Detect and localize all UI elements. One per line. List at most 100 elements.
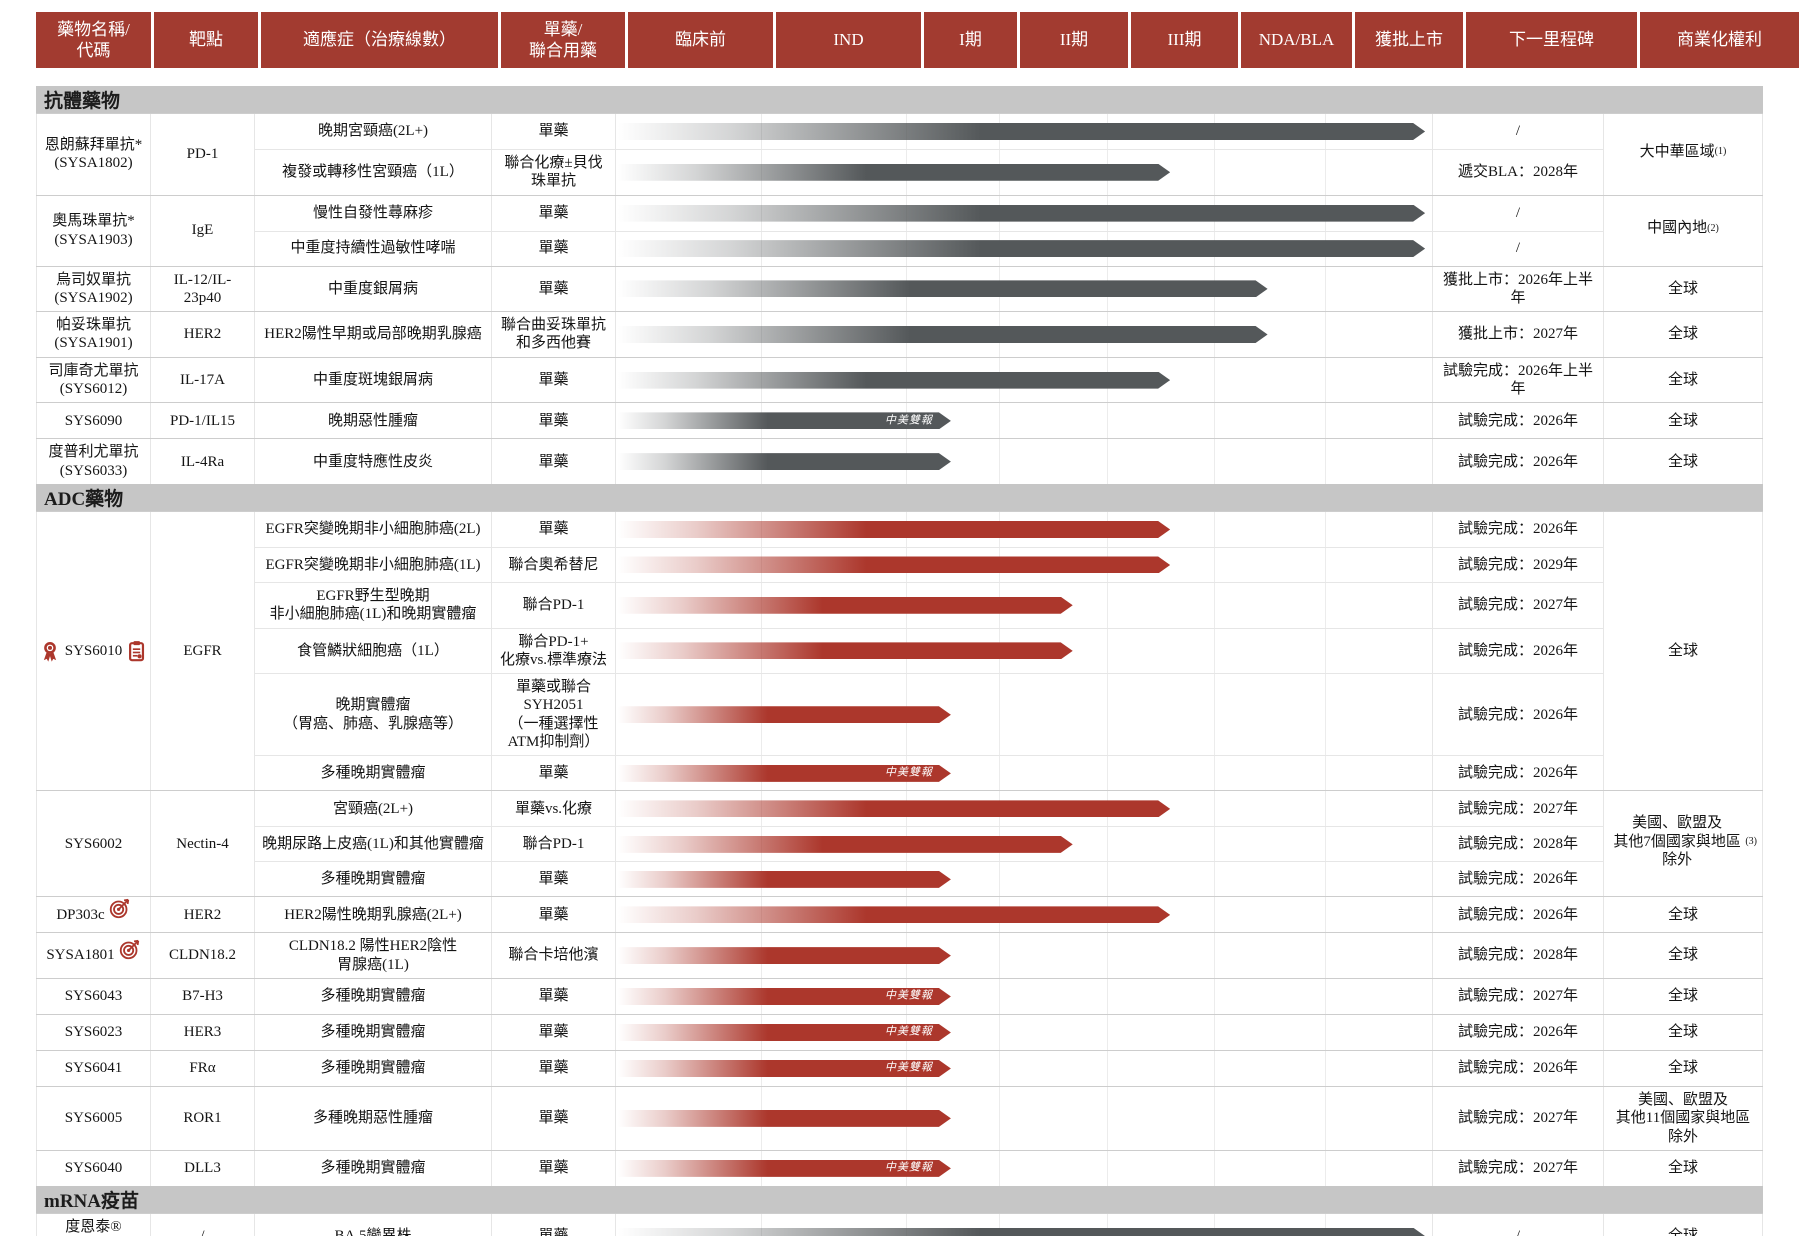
drug-name: 帕妥珠單抗 (SYSA1901) [54,317,133,352]
section-header: ADC藥物 [36,483,1763,511]
drug-name: 度普利尤單抗 (SYS6033) [48,444,139,479]
combo-cell: 單藥 [492,1014,616,1050]
section-header: 抗體藥物 [36,86,1763,113]
drug-name: SYS6040 [64,1160,123,1177]
drug-name-line: 恩朗蘇拜單抗* (SYSA1802) [45,136,143,173]
drug-name-line: SYS6010 [39,640,149,662]
pipeline-row-group: SYSA1801 CLDN18.2 全球 CLDN18.2 陽性HER2陰性 胃腺癌(… [36,932,1763,978]
bar-label: 中美雙報 [884,766,933,779]
target-cell: EGFR [151,511,255,791]
combo-cell: 單藥或聯合 SYH2051 （一種選擇性 ATM抑制劑） [492,673,616,756]
bar-label: 中美雙報 [884,1025,933,1038]
target-cell: IgE [151,195,255,266]
combo-cell: 單藥 [492,1050,616,1086]
bar-cell: 中美雙報 [616,978,1433,1014]
pipeline-body: 抗體藥物 恩朗蘇拜單抗* (SYSA1802) PD-1 大中華區域 (1) 晚期宮頸癌(… [36,86,1763,1236]
rights-cell: 全球 [1604,1014,1763,1050]
bar-cell [616,627,1433,674]
drug-name: SYS6005 [64,1110,123,1127]
progress-bar: 中美雙報 [618,765,951,782]
target-cell: IL-4Ra [151,439,255,484]
indication-cell: HER2陽性早期或局部晚期乳腺癌 [255,312,492,357]
rights-text: 全球 [1667,947,1698,964]
drug-name-line: SYS6090 [65,412,123,430]
drug-name: 恩朗蘇拜單抗* (SYSA1802) [44,137,143,172]
bar-cell: 中美雙報 [616,403,1433,439]
bar-cell [616,546,1433,582]
header-cell: 商業化權利 [1640,12,1799,68]
combo-cell: 單藥 [492,1086,616,1150]
bar-cell [616,933,1433,978]
drug-cell: 奧馬珠單抗* (SYSA1903) [36,195,151,266]
rights-cell: 全球 [1604,312,1763,357]
rights-cell: 中國內地 (2) [1604,195,1763,266]
rights-cell: 全球 [1604,897,1763,933]
target-cell: DLL3 [151,1150,255,1186]
drug-cell: 恩朗蘇拜單抗* (SYSA1802) [36,114,151,195]
indication-cell: 晚期惡性腫瘤 [255,403,492,439]
pipeline-row-group: 恩朗蘇拜單抗* (SYSA1802) PD-1 大中華區域 (1) 晚期宮頸癌(2L+)… [36,113,1763,195]
milestone-cell: 試驗完成：2027年 [1433,581,1604,628]
combo-cell: 單藥 [492,755,616,791]
milestone-cell: 試驗完成：2026年 [1433,1050,1604,1086]
combo-cell: 聯合PD-1 [492,826,616,862]
progress-bar [618,836,1073,853]
milestone-cell: / [1433,230,1604,266]
target-cell: FRα [151,1050,255,1086]
rights-cell: 全球 [1604,1050,1763,1086]
drug-name-line: 度普利尤單抗 (SYS6033) [48,443,138,480]
target-cell: Nectin-4 [151,791,255,897]
milestone-cell: 獲批上市：2026年上半年 [1433,266,1604,312]
combo-cell: 單藥 [492,439,616,484]
progress-bar: 中美雙報 [618,412,951,429]
progress-bar [618,280,1268,297]
progress-bar: 中美雙報 [618,1060,951,1077]
milestone-cell: 試驗完成：2027年 [1433,978,1604,1014]
pipeline-row-group: SYS6010 EGFR 全球 EGFR突變晚期非小細胞肺癌(2L) 單藥 試驗完成：20… [36,510,1763,791]
milestone-cell: / [1433,114,1604,149]
combo-cell: 單藥 [492,511,616,547]
drug-name-line: SYS6040 [65,1159,123,1177]
progress-bar [618,1228,1425,1236]
drug-name-line: 奧馬珠單抗* (SYSA1903) [52,212,135,249]
milestone-cell: 試驗完成：2027年 [1433,791,1604,827]
bar-cell [616,230,1433,266]
indication-cell: 多種晚期實體瘤 [255,1014,492,1050]
bar-cell [616,673,1433,756]
section-title: ADC藥物 [44,488,124,510]
combo-cell: 單藥 [492,861,616,897]
drug-cell: 司庫奇尤單抗 (SYS6012) [36,357,151,403]
pipeline-row-group: SYS6040 DLL3 全球 多種晚期實體瘤 單藥 中美雙報 試驗完成：2027年 [36,1149,1763,1186]
drug-cell: SYS6002 [36,791,151,897]
target-cell: IL-12/IL-23p40 [151,266,255,312]
bar-cell [616,791,1433,827]
drug-name-line: 司庫奇尤單抗 (SYS6012) [48,362,138,399]
indication-cell: 晚期尿路上皮癌(1L)和其他實體瘤 [255,826,492,862]
indication-cell: EGFR突變晚期非小細胞肺癌(1L) [255,546,492,582]
rights-cell: 大中華區域 (1) [1604,114,1763,195]
bar-cell [616,1086,1433,1150]
drug-cell: SYS6041 [36,1050,151,1086]
progress-bar: 中美雙報 [618,988,951,1005]
bar-label: 中美雙報 [884,414,933,427]
rights-text: 全球 [1667,1160,1698,1177]
rights-cell: 美國、歐盟及 其他11個國家與地區除外 [1604,1086,1763,1150]
drug-name-line: 烏司奴單抗 (SYSA1902) [54,271,132,308]
indication-cell: 中重度特應性皮炎 [255,439,492,484]
drug-name: SYSA1801 [46,947,115,964]
bar-cell [616,511,1433,547]
combo-cell: 單藥 [492,114,616,149]
indication-cell: 多種晚期實體瘤 [255,1150,492,1186]
bar-cell: 中美雙報 [616,1150,1433,1186]
pipeline-row-group: SYS6002 Nectin-4 美國、歐盟及 其他7個國家與地區除外 (3) 宮頸癌(… [36,790,1763,897]
pipeline-row-group: 奧馬珠單抗* (SYSA1903) IgE 中國內地 (2) 慢性自發性蕁麻疹 單藥 / 中重… [36,194,1763,266]
indication-cell: 複發或轉移性宮頸癌（1L） [255,149,492,195]
target-cell: PD-1 [151,114,255,195]
progress-bar [618,453,951,470]
indication-cell: 多種晚期實體瘤 [255,1050,492,1086]
drug-cell: 度普利尤單抗 (SYS6033) [36,439,151,484]
progress-bar: 中美雙報 [618,1160,951,1177]
drug-name: SYS6002 [64,835,123,852]
indication-cell: 多種晚期實體瘤 [255,978,492,1014]
progress-bar [618,372,1170,389]
